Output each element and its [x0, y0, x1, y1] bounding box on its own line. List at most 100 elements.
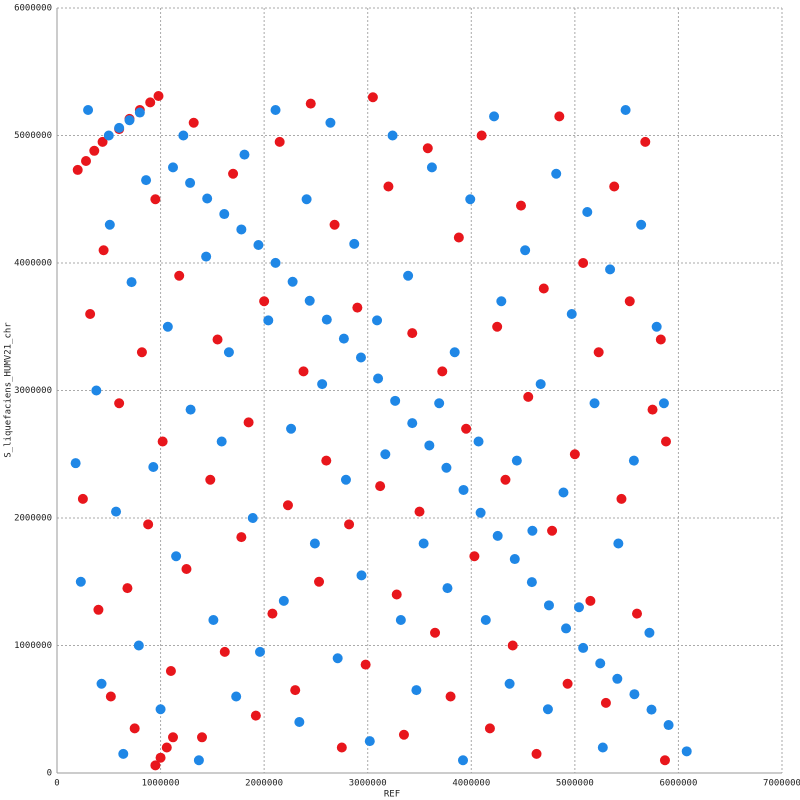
point — [278, 595, 289, 606]
point — [253, 240, 264, 251]
point — [124, 115, 135, 126]
point — [96, 678, 107, 689]
point — [403, 270, 414, 281]
point — [83, 105, 94, 115]
point — [157, 436, 168, 447]
point — [301, 194, 312, 205]
point — [161, 742, 172, 753]
point — [148, 462, 159, 472]
point — [228, 168, 239, 179]
y-tick-label: 3000000 — [14, 386, 52, 396]
point — [236, 532, 247, 543]
point — [72, 164, 83, 175]
point — [500, 474, 511, 485]
point — [418, 538, 429, 549]
point — [449, 347, 460, 358]
point — [155, 704, 166, 715]
point — [364, 736, 375, 747]
point — [188, 117, 199, 128]
point — [516, 200, 526, 211]
point — [75, 576, 86, 587]
point — [373, 373, 384, 384]
point — [407, 418, 418, 429]
point — [185, 177, 196, 188]
point — [531, 748, 542, 759]
point — [569, 449, 580, 460]
y-tick-label: 1000000 — [14, 641, 52, 651]
point — [411, 685, 422, 696]
point — [458, 755, 468, 766]
point — [475, 507, 486, 518]
point — [442, 583, 453, 594]
point — [523, 391, 534, 402]
point — [126, 277, 137, 288]
point — [578, 258, 589, 268]
point — [372, 315, 383, 326]
point — [414, 506, 425, 517]
point — [298, 366, 309, 377]
point — [356, 570, 367, 581]
point — [469, 551, 480, 562]
point — [171, 551, 182, 562]
point — [352, 302, 363, 313]
point — [118, 748, 129, 759]
point — [111, 506, 122, 517]
x-tick-label: 0 — [54, 779, 59, 789]
point — [543, 600, 554, 611]
point — [375, 481, 386, 492]
point — [336, 742, 347, 753]
point — [309, 538, 320, 549]
point — [219, 209, 230, 220]
point — [208, 615, 219, 625]
point — [103, 130, 114, 141]
point — [193, 755, 204, 766]
y-axis-label: S_liquefaciens_HUMV21_chr — [4, 322, 14, 458]
point — [70, 458, 81, 469]
point — [461, 423, 472, 434]
point — [136, 347, 147, 358]
point — [255, 646, 265, 657]
x-tick-label: 3000000 — [349, 779, 387, 789]
point — [422, 143, 433, 154]
point — [89, 145, 100, 156]
point — [259, 296, 270, 307]
point — [168, 162, 178, 173]
point — [360, 659, 371, 670]
point — [304, 295, 315, 306]
x-tick-label: 1000000 — [142, 779, 180, 789]
point — [551, 168, 562, 179]
point — [624, 296, 635, 307]
point — [509, 554, 520, 565]
point — [274, 136, 285, 147]
point — [197, 732, 207, 743]
point — [270, 105, 281, 115]
point — [612, 673, 623, 684]
point — [340, 474, 351, 485]
point — [185, 404, 196, 415]
point — [321, 455, 332, 466]
point — [133, 640, 144, 651]
point — [250, 710, 261, 721]
point — [511, 455, 522, 466]
point — [380, 449, 391, 460]
point — [681, 746, 692, 757]
y-tick-label: 5000000 — [14, 131, 52, 141]
point — [367, 92, 378, 103]
point — [216, 436, 227, 447]
point — [134, 107, 145, 118]
point — [247, 513, 258, 523]
point — [282, 500, 293, 511]
point — [520, 245, 531, 256]
point — [547, 525, 558, 536]
point — [395, 615, 406, 625]
point — [613, 538, 624, 549]
point — [81, 156, 91, 166]
point — [661, 436, 671, 447]
point — [243, 417, 254, 428]
y-tick-label: 6000000 — [14, 4, 52, 14]
point — [562, 678, 573, 689]
point — [383, 181, 394, 192]
point — [223, 347, 234, 358]
point — [321, 314, 332, 325]
